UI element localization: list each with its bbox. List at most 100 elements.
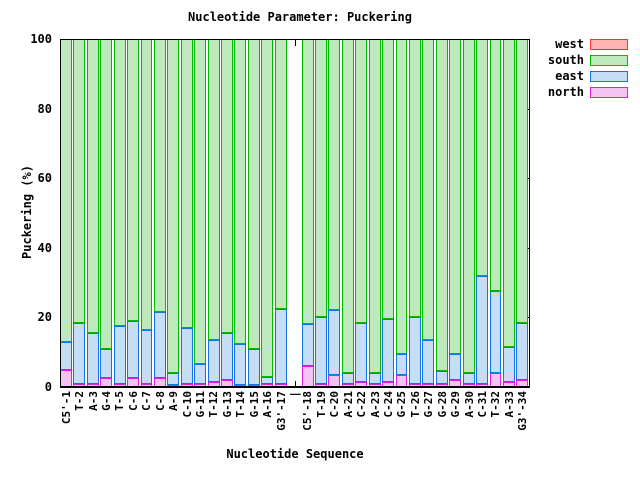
y-tick-label: 40 (37, 241, 52, 255)
stacked-bar-G-27 (422, 39, 435, 387)
legend-swatch-east (590, 70, 628, 82)
bar-segment-south (449, 39, 462, 354)
bar-slot (382, 39, 395, 387)
bar-slot (86, 39, 100, 387)
stacked-bar-G-29 (449, 39, 462, 387)
stacked-bar-C-10 (180, 39, 193, 387)
bar-segment-south (328, 39, 341, 311)
axis-tick (295, 40, 296, 46)
stacked-bar-G3'-17 (274, 39, 287, 387)
bar-segment-east (355, 322, 368, 382)
bar-segment-east (476, 275, 488, 384)
bar-segment-east (207, 340, 220, 382)
stacked-bar-A-16 (261, 39, 274, 387)
stacked-bar-C-7 (140, 39, 153, 387)
bar-segment-north (247, 385, 260, 387)
bar-slot (167, 39, 180, 387)
stacked-bar-T-26 (408, 39, 421, 387)
bar-segment-north (274, 383, 287, 387)
stacked-bar-T-32 (489, 39, 502, 387)
bar-segment-east (422, 340, 435, 384)
bar-segment-north (382, 381, 395, 387)
bar-segment-south (127, 39, 140, 321)
bar-segment-south (315, 39, 327, 318)
stacked-bar-C-24 (382, 39, 395, 387)
bar-segment-east (382, 319, 395, 382)
bar-segment-south (341, 39, 354, 374)
stacked-bar-G-4 (100, 39, 113, 387)
bar-slot (60, 39, 73, 387)
bar-segment-east (502, 346, 515, 382)
bar-segment-east (315, 317, 327, 384)
bar-slot (502, 39, 516, 387)
stacked-bar-T-14 (234, 39, 247, 387)
bar-segment-north (516, 380, 529, 387)
bar-segment-north (73, 383, 86, 387)
stacked-bar-A-9 (167, 39, 180, 387)
bar-segment-north (301, 366, 314, 387)
stacked-bar-G-13 (221, 39, 233, 387)
bar-slot (247, 39, 261, 387)
y-tick-label: 100 (30, 32, 52, 46)
bar-segment-east (261, 376, 274, 384)
bar-slot (140, 39, 154, 387)
bar-segment-north (328, 374, 341, 387)
bar-segment-south (462, 39, 475, 374)
bar-segment-east (86, 333, 99, 384)
bar-segment-east (60, 341, 72, 370)
bar-segment-east (100, 348, 113, 379)
stacked-bar-G-11 (194, 39, 207, 387)
stacked-bar-G-28 (435, 39, 448, 387)
bar-segment-east (489, 291, 502, 374)
stacked-bar-C-22 (355, 39, 368, 387)
bar-segment-north (368, 383, 381, 387)
legend-swatch-north (590, 86, 628, 98)
bar-slot (127, 39, 140, 387)
bar-segment-east (328, 310, 341, 375)
bar-segment-south (100, 39, 113, 349)
bar-slot (261, 39, 274, 387)
bar-slot (462, 39, 476, 387)
bar-slot (422, 39, 435, 387)
bar-segment-south (395, 39, 408, 354)
bar-segment-south (435, 39, 448, 372)
stacked-bar-G-15 (247, 39, 260, 387)
bar-slot (476, 39, 489, 387)
legend-item-west: west (548, 38, 628, 50)
bar-segment-south (476, 39, 488, 276)
bar-segment-north (207, 381, 220, 387)
bar-slot (408, 39, 422, 387)
bar-slot (341, 39, 355, 387)
bar-segment-north (395, 374, 408, 387)
bar-segment-east (221, 333, 233, 381)
bar-segment-south (408, 39, 421, 318)
bar-slot (113, 39, 127, 387)
stacked-bar-C-6 (127, 39, 140, 387)
bar-segment-east (516, 322, 529, 381)
bar-segment-north (502, 381, 515, 387)
bar-segment-north (341, 383, 354, 387)
legend-label-south: south (547, 53, 584, 67)
bar-segment-south (86, 39, 99, 334)
stacked-bar-A-21 (341, 39, 354, 387)
bar-segment-north (449, 380, 462, 387)
bar-slot (73, 39, 86, 387)
bar-segment-north (355, 381, 368, 387)
bar-segment-south (516, 39, 529, 323)
stacked-bar-C5'-1 (60, 39, 72, 387)
bar-segment-east (153, 312, 166, 379)
bar-segment-east (127, 320, 140, 379)
bar-segment-south (489, 39, 502, 292)
stacked-bar-A-3 (86, 39, 99, 387)
bar-segment-east (274, 308, 287, 384)
bar-slot (355, 39, 368, 387)
bar-segment-south (153, 39, 166, 313)
bar-segment-south (180, 39, 193, 328)
axis-tick (295, 381, 296, 387)
bar-slot (489, 39, 503, 387)
bar-segment-north (261, 383, 274, 387)
bar-segment-north (408, 383, 421, 387)
stacked-bar-A-23 (368, 39, 381, 387)
bar-segment-north (153, 378, 166, 387)
